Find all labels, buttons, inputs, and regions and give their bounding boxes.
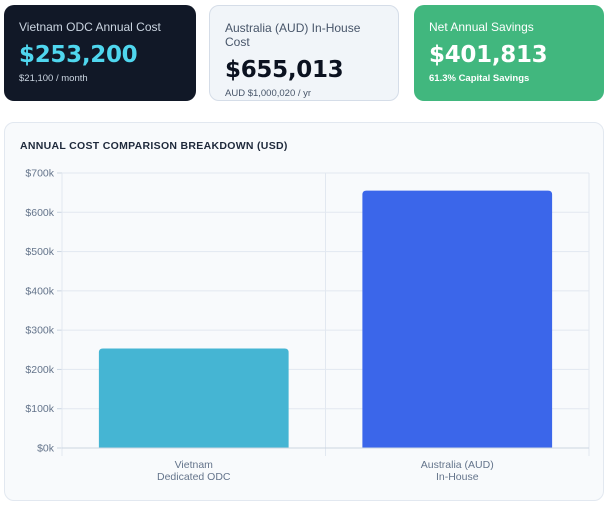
y-tick-label: $600k [25, 207, 54, 219]
chart-panel: ANNUAL COST COMPARISON BREAKDOWN (USD) $… [4, 122, 604, 501]
x-tick-label: Australia (AUD) [421, 459, 494, 471]
x-tick-label: Vietnam [175, 459, 214, 471]
savings-label: Net Annual Savings [429, 20, 534, 34]
australia-cost-value: $655,013 [225, 57, 344, 83]
y-tick-label: $400k [25, 285, 54, 297]
bar-chart: $0k $100k $200k $300k $400k $500k $600k $700k Vi… [25, 168, 590, 483]
australia-cost-card: Australia (AUD) In-House Cost $655,013 A… [209, 5, 399, 101]
vietnam-cost-value: $253,200 [19, 42, 138, 68]
vietnam-cost-label: Vietnam ODC Annual Cost [19, 20, 161, 34]
vietnam-monthly-cost: $21,100 / month [19, 73, 88, 84]
bar-1 [362, 190, 553, 448]
y-tick-label: $100k [25, 403, 54, 415]
y-tick-label: $300k [25, 325, 54, 337]
savings-percent: 61.3% Capital Savings [429, 73, 530, 84]
savings-value: $401,813 [429, 42, 548, 68]
y-tick-label: $700k [25, 168, 54, 180]
vietnam-cost-card: Vietnam ODC Annual Cost $253,200 $21,100… [4, 5, 196, 101]
y-tick-label: $500k [25, 246, 54, 258]
y-tick-label: $0k [37, 443, 55, 455]
savings-card: Net Annual Savings $401,813 61.3% Capita… [414, 5, 604, 101]
australia-cost-label: Australia (AUD) In-House Cost [225, 21, 361, 49]
x-tick-label: Dedicated ODC [157, 471, 231, 483]
x-tick-label: In-House [436, 471, 479, 483]
australia-aud-cost: AUD $1,000,020 / yr [225, 88, 312, 99]
chart-title: ANNUAL COST COMPARISON BREAKDOWN (USD) [20, 140, 288, 152]
bar-0 [98, 348, 289, 448]
y-tick-label: $200k [25, 364, 54, 376]
